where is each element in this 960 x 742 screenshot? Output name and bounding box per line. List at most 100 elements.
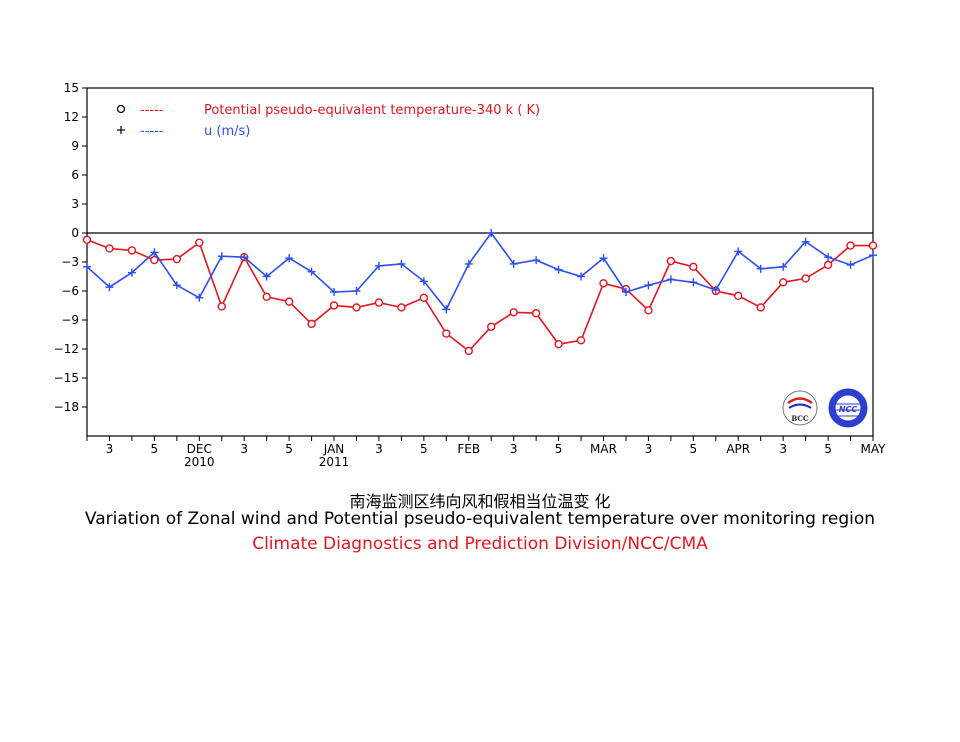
x-tick-label: DEC <box>187 442 212 456</box>
data-point <box>869 251 877 260</box>
legend-label-temperature: Potential pseudo-equivalent temperature-… <box>204 103 540 118</box>
x-tick-label: FEB <box>457 442 480 456</box>
data-point <box>554 265 563 274</box>
data-point <box>195 293 204 302</box>
data-point <box>82 235 92 244</box>
data-point <box>217 302 226 311</box>
data-point <box>509 259 518 268</box>
y-tick-label: 6 <box>71 168 79 182</box>
caption-organization: Climate Diagnostics and Prediction Divis… <box>252 534 708 554</box>
data-point <box>531 309 541 318</box>
data-point <box>285 254 294 263</box>
data-point <box>779 262 788 271</box>
data-point <box>756 264 765 273</box>
y-tick-label: −9 <box>61 313 79 327</box>
data-point <box>105 244 114 253</box>
data-point <box>532 256 541 265</box>
x-tick-label: 5 <box>285 442 293 456</box>
x-tick-label: MAR <box>590 442 617 456</box>
data-point <box>577 272 586 281</box>
series-temperature <box>82 235 878 356</box>
legend-dash-wind: ----- <box>140 124 164 139</box>
x-tick-label: 3 <box>510 442 518 456</box>
x-tick-label: 5 <box>420 442 428 456</box>
series-line <box>86 231 874 311</box>
data-point <box>150 248 159 257</box>
data-point <box>442 329 451 338</box>
data-point <box>711 286 720 295</box>
x-tick-label: 3 <box>106 442 114 456</box>
legend: ----- Potential pseudo-equivalent temper… <box>116 103 540 139</box>
x-tick-label: 3 <box>240 442 248 456</box>
data-point <box>666 256 676 266</box>
data-point <box>172 281 181 290</box>
ncc-logo: NCC <box>828 388 868 428</box>
svg-text:NCC: NCC <box>839 405 858 414</box>
plot-frame <box>86 87 874 437</box>
data-point <box>823 260 833 270</box>
x-tick-year-label: 2010 <box>184 455 215 469</box>
x-tick-label: 5 <box>690 442 698 456</box>
data-point <box>419 277 428 286</box>
data-point <box>374 261 383 270</box>
data-point <box>487 322 496 331</box>
data-point <box>105 283 114 292</box>
data-point <box>374 298 384 307</box>
x-tick-label: APR <box>726 442 750 456</box>
x-tick-label: 5 <box>151 442 159 456</box>
data-point <box>195 238 204 247</box>
data-point <box>397 303 406 312</box>
data-point <box>868 241 878 250</box>
data-point <box>307 267 316 276</box>
data-point <box>307 319 316 329</box>
data-point <box>442 305 451 314</box>
caption-english: Variation of Zonal wind and Potential ps… <box>84 509 876 529</box>
y-tick-label: 12 <box>64 110 79 124</box>
data-point <box>846 241 855 250</box>
legend-dash-temperature: ----- <box>140 103 164 118</box>
data-point <box>734 291 743 301</box>
data-point <box>666 275 675 284</box>
legend-marker-temperature <box>116 104 126 114</box>
caption-chinese: 南海监测区纬向风和假相当位温变 化 <box>349 492 611 511</box>
data-point <box>262 272 271 281</box>
data-point <box>127 246 137 255</box>
data-point <box>756 303 765 312</box>
x-tick-label: 3 <box>645 442 653 456</box>
data-point <box>217 252 226 261</box>
data-point <box>644 281 653 290</box>
y-tick-label: 3 <box>71 197 79 211</box>
data-point <box>599 254 608 263</box>
data-point <box>172 254 182 264</box>
data-point <box>621 287 630 296</box>
data-point <box>689 262 698 272</box>
bcc-logo: BCC <box>782 390 818 426</box>
y-axis: 15 12 9 6 3 0 −3 −6 −9 −12 −15 −18 <box>54 81 87 414</box>
y-tick-label: 0 <box>71 226 79 240</box>
y-tick-label: −6 <box>61 284 79 298</box>
data-point <box>262 292 271 301</box>
series-line <box>86 239 873 352</box>
y-tick-label: −18 <box>54 400 79 414</box>
data-point <box>284 297 294 306</box>
data-point <box>644 306 653 315</box>
x-tick-label: 5 <box>824 442 832 456</box>
data-point <box>778 278 788 287</box>
y-tick-label: −3 <box>61 255 79 269</box>
data-point <box>689 278 698 287</box>
y-tick-label: 15 <box>64 81 79 95</box>
data-point <box>329 301 339 310</box>
data-point <box>846 260 855 269</box>
x-tick-label: 5 <box>555 442 563 456</box>
x-tick-label: 3 <box>375 442 383 456</box>
x-tick-label: JAN <box>323 442 345 456</box>
data-point <box>352 303 361 312</box>
data-point <box>509 308 518 317</box>
data-point <box>599 279 608 288</box>
data-point <box>576 336 586 345</box>
data-point <box>419 293 429 302</box>
data-point <box>487 229 496 237</box>
data-point <box>464 346 473 356</box>
